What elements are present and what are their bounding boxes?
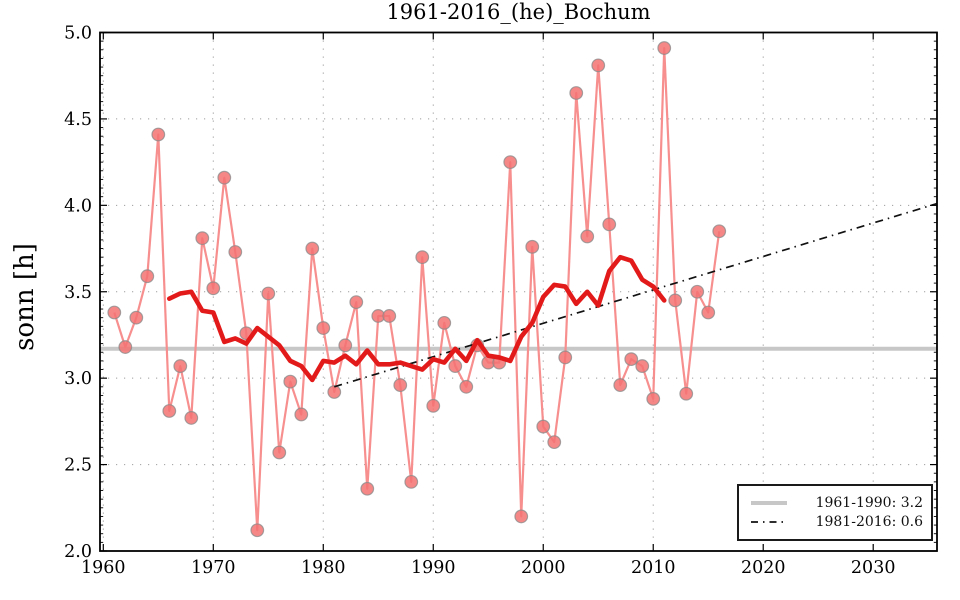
data-point-marker: [635, 359, 650, 373]
data-point-marker: [448, 359, 463, 373]
data-point-marker: [690, 284, 705, 299]
y-axis-label: sonn [h]: [10, 243, 40, 351]
mean-line-sample: [751, 501, 787, 505]
data-point-marker: [459, 379, 474, 394]
x-tick-label: 2030: [851, 558, 896, 578]
gridlines: [100, 32, 937, 552]
x-tick-label: 2010: [631, 558, 676, 578]
legend: 1961-1990: 3.2 1981-2016: 0.6: [737, 484, 933, 541]
y-tick-label: 3.0: [64, 369, 92, 389]
legend-item-mean: 1961-1990: 3.2: [749, 495, 923, 511]
data-point-marker: [327, 385, 342, 399]
data-point-marker: [140, 269, 155, 284]
data-point-marker: [305, 241, 320, 256]
data-point-marker: [173, 359, 188, 373]
data-point-marker: [514, 509, 529, 524]
data-point-marker: [580, 229, 595, 244]
legend-label-trend: 1981-2016: 0.6: [815, 514, 923, 530]
x-tick-label: 1980: [301, 558, 346, 578]
data-point-marker: [712, 224, 727, 239]
annual-markers: [107, 41, 727, 538]
data-point-marker: [393, 378, 408, 392]
data-point-marker: [415, 250, 430, 265]
data-point-marker: [206, 281, 221, 296]
data-point-marker: [536, 419, 551, 434]
data-point-marker: [118, 340, 133, 354]
tick-labels: 1960 1970 1980 1990 2000 2010 2020 2030 2.0 2.5 3.…: [64, 24, 895, 579]
axis-ticks: [100, 31, 937, 552]
data-point-marker: [162, 404, 177, 418]
x-tick-label: 2020: [741, 558, 786, 578]
data-point-marker: [184, 411, 199, 425]
data-point-marker: [503, 155, 518, 170]
y-tick-label: 2.0: [64, 542, 92, 562]
data-point-marker: [261, 286, 276, 301]
annual-series-line: [113, 46, 721, 532]
data-point-marker: [426, 398, 441, 413]
y-tick-label: 4.5: [64, 110, 92, 130]
data-point-marker: [228, 245, 243, 259]
data-point-marker: [602, 217, 617, 232]
data-point-marker: [668, 293, 683, 308]
data-point-marker: [217, 170, 232, 185]
data-point-marker: [107, 305, 122, 320]
data-point-marker: [294, 407, 309, 422]
data-point-marker: [569, 86, 584, 100]
data-point-marker: [338, 338, 353, 353]
y-tick-label: 4.0: [64, 196, 92, 216]
x-tick-label: 1990: [411, 558, 456, 578]
smoothed-series-line: [166, 254, 667, 383]
data-point-marker: [613, 378, 628, 392]
legend-item-trend: 1981-2016: 0.6: [749, 514, 923, 530]
chart-title: 1961-2016_(he)_Bochum: [386, 0, 651, 24]
data-point-marker: [547, 435, 562, 450]
data-point-marker: [679, 386, 694, 401]
x-tick-label: 1960: [81, 558, 126, 578]
data-point-marker: [360, 481, 375, 496]
y-tick-label: 3.5: [64, 283, 92, 303]
y-tick-label: 2.5: [64, 456, 92, 476]
data-point-marker: [129, 310, 144, 325]
axis-spines: [99, 31, 938, 552]
data-point-marker: [437, 315, 452, 330]
x-tick-label: 2000: [521, 558, 566, 578]
data-point-marker: [525, 239, 540, 254]
legend-label-mean: 1961-1990: 3.2: [815, 495, 923, 511]
data-point-marker: [657, 41, 672, 55]
trend-line: [334, 202, 938, 388]
data-point-marker: [195, 231, 210, 246]
data-point-marker: [558, 350, 573, 365]
data-point-marker: [646, 392, 661, 406]
y-tick-label: 5.0: [64, 24, 92, 44]
data-point-marker: [591, 58, 606, 73]
data-point-marker: [316, 321, 331, 335]
data-point-marker: [349, 295, 364, 310]
data-point-marker: [404, 474, 419, 489]
data-point-marker: [250, 523, 265, 538]
x-tick-label: 1970: [191, 558, 236, 578]
data-point-marker: [272, 445, 287, 460]
data-point-marker: [382, 309, 397, 323]
data-point-marker: [624, 352, 639, 367]
data-point-marker: [283, 374, 298, 389]
data-point-marker: [151, 127, 166, 142]
data-point-marker: [701, 305, 716, 320]
trend-line-sample: [751, 521, 787, 523]
